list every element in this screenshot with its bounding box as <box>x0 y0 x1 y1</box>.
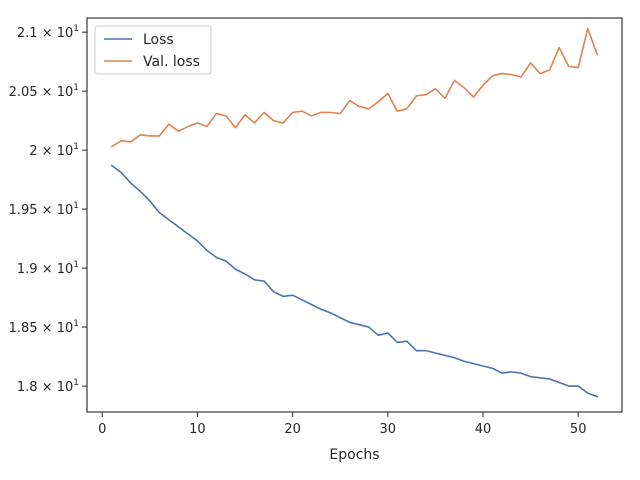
x-tick-label: 0 <box>98 422 106 437</box>
y-tick-label: 1.85 × 101 <box>9 319 79 336</box>
series-line-val-loss <box>110 27 599 148</box>
y-tick-label: 1.9 × 101 <box>17 260 79 277</box>
y-tick-label: 1.8 × 101 <box>17 378 79 395</box>
y-tick-label: 2.05 × 101 <box>9 83 79 100</box>
series-line-loss <box>110 164 599 398</box>
plot-frame <box>86 17 623 413</box>
legend-label-val-loss: Val. loss <box>143 54 200 70</box>
x-tick-label: 10 <box>189 422 206 437</box>
legend: Loss Val. loss <box>94 25 212 75</box>
axes-layer: 0 10 20 30 40 50 1.8 × 101 1.85 × 101 1.9 × 101 1… <box>9 24 587 437</box>
x-tick-label: 30 <box>380 422 397 437</box>
legend-box <box>94 25 212 75</box>
legend-label-loss: Loss <box>143 32 174 48</box>
y-tick-label: 2 × 101 <box>29 142 79 159</box>
plot-area <box>87 18 622 412</box>
x-tick-label: 40 <box>475 422 492 437</box>
y-tick-label: 2.1 × 101 <box>17 24 79 41</box>
x-tick-label: 50 <box>570 422 587 437</box>
series-layer <box>110 27 599 398</box>
y-tick-label: 1.95 × 101 <box>9 201 79 218</box>
x-tick-label: 20 <box>284 422 301 437</box>
x-axis-label: Epochs <box>329 447 379 463</box>
